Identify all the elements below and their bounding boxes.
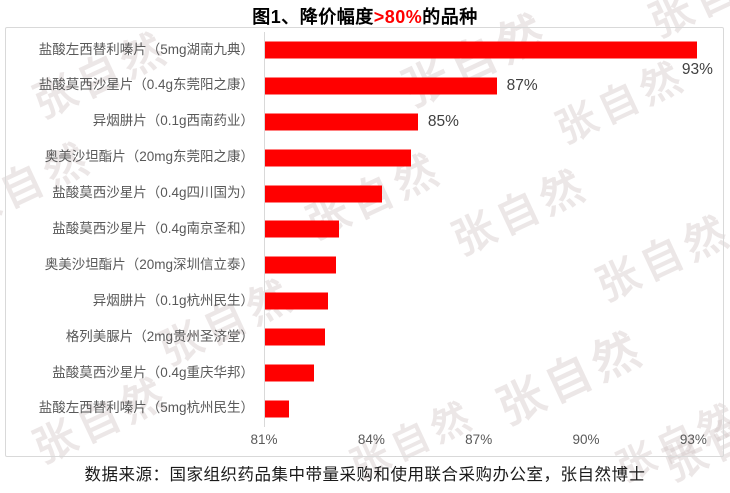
bar-row: 奥美沙坦酯片（20mg深圳信立泰） <box>6 247 722 283</box>
category-label: 异烟肼片（0.1g杭州民生） <box>92 292 254 308</box>
bar <box>264 328 325 346</box>
bar-row: 盐酸莫西沙星片（0.4g四川国为） <box>6 176 722 212</box>
category-label: 盐酸左西替利嗪片（5mg湖南九典） <box>38 41 254 57</box>
bar-row: 异烟肼片（0.1g西南药业） 85% <box>6 104 722 140</box>
title-prefix: 图1、降价幅度 <box>252 7 374 27</box>
bar <box>264 149 411 167</box>
bar-band <box>264 247 722 283</box>
category-label: 奥美沙坦酯片（20mg东莞阳之康） <box>44 149 254 165</box>
bar-band: 93% <box>264 32 722 78</box>
bar-row: 盐酸莫西沙星片（0.4g重庆华邦） <box>6 355 722 391</box>
x-tick: 81% <box>250 432 278 447</box>
value-label: 87% <box>506 76 538 94</box>
bar <box>264 185 383 202</box>
bar <box>264 400 290 418</box>
category-label: 盐酸莫西沙星片（0.4g南京圣和） <box>52 220 254 236</box>
bar-band <box>264 176 722 212</box>
bar-row: 盐酸左西替利嗪片（5mg湖南九典） 93% <box>6 32 722 78</box>
bar-row: 异烟肼片（0.1g杭州民生） <box>6 283 722 319</box>
data-source: 数据来源：国家组织药品集中带量采购和使用联合采购办公室，张自然博士 <box>84 465 646 484</box>
title-suffix: 的品种 <box>422 7 478 27</box>
bar-band <box>264 211 722 247</box>
category-label: 盐酸莫西沙星片（0.4g重庆华邦） <box>52 364 254 380</box>
bar-row: 奥美沙坦酯片（20mg东莞阳之康） <box>6 140 722 176</box>
bar <box>264 113 418 131</box>
bar <box>264 220 340 238</box>
x-tick: 93% <box>679 432 707 447</box>
category-label: 格列美脲片（2mg贵州圣济堂） <box>65 328 254 344</box>
bar <box>264 256 336 274</box>
bar <box>264 77 497 95</box>
bar-row: 盐酸左西替利嗪片（5mg杭州民生） <box>6 391 722 427</box>
chart-title: 图1、降价幅度>80%的品种 <box>0 3 730 29</box>
category-label: 盐酸莫西沙星片（0.4g东莞阳之康） <box>38 77 254 93</box>
bar <box>264 292 329 310</box>
bar-band <box>264 355 722 391</box>
bar-row: 格列美脲片（2mg贵州圣济堂） <box>6 319 722 355</box>
bar-band <box>264 283 722 319</box>
bar-band <box>264 140 722 176</box>
bar-row: 盐酸莫西沙星片（0.4g东莞阳之康） 87% <box>6 68 722 104</box>
y-axis-line <box>264 32 266 427</box>
bar-rows: 盐酸左西替利嗪片（5mg湖南九典） 93% 盐酸莫西沙星片（0.4g东莞阳之康） 87… <box>6 32 722 427</box>
value-label: 85% <box>427 112 459 130</box>
value-label: 93% <box>681 61 713 78</box>
x-axis-ticks: 81% 84% 87% 90% 93% <box>250 432 722 452</box>
title-highlight: >80% <box>373 7 423 27</box>
x-tick: 87% <box>465 432 493 447</box>
category-label: 异烟肼片（0.1g西南药业） <box>92 113 254 129</box>
chart-frame: 盐酸左西替利嗪片（5mg湖南九典） 93% 盐酸莫西沙星片（0.4g东莞阳之康） 87… <box>5 27 724 457</box>
bar <box>264 41 697 59</box>
bar-row: 盐酸莫西沙星片（0.4g南京圣和） <box>6 211 722 247</box>
category-label: 盐酸左西替利嗪片（5mg杭州民生） <box>38 400 254 416</box>
x-tick: 84% <box>357 432 385 447</box>
bar-band <box>264 391 722 427</box>
bar-band: 85% <box>264 104 722 140</box>
category-label: 奥美沙坦酯片（20mg深圳信立泰） <box>44 256 254 272</box>
category-label: 盐酸莫西沙星片（0.4g四川国为） <box>52 185 254 201</box>
x-tick: 90% <box>572 432 600 447</box>
bar-band: 87% <box>264 68 722 104</box>
bar-band <box>264 319 722 355</box>
bar <box>264 364 315 382</box>
